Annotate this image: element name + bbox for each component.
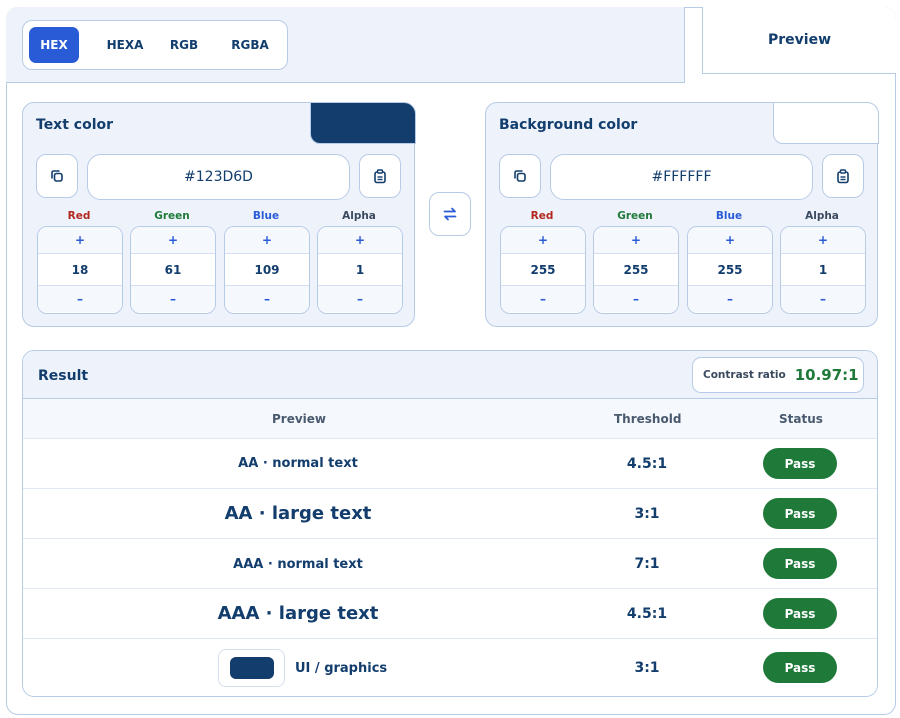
clipboard-icon xyxy=(837,168,849,183)
bg-green-value[interactable]: 255 xyxy=(594,253,678,286)
preview-tab[interactable]: Preview xyxy=(702,7,896,74)
row-threshold: 4.5:1 xyxy=(626,606,668,622)
format-hexa-button[interactable]: HEXA xyxy=(106,38,144,52)
column-header-threshold: Threshold xyxy=(614,412,682,426)
format-rgb-button[interactable]: RGB xyxy=(169,38,199,52)
ui-graphics-swatch xyxy=(229,657,274,679)
text-alpha-value[interactable]: 1 xyxy=(318,253,402,286)
text-green-label: Green xyxy=(154,210,190,222)
text-alpha-stepper: + 1 – xyxy=(317,226,403,314)
decrement-button[interactable]: – xyxy=(781,286,865,312)
background-color-title: Background color xyxy=(499,117,638,133)
row-preview-text: AAA · normal text xyxy=(233,557,363,572)
bg-red-value[interactable]: 255 xyxy=(501,253,585,286)
text-blue-label: Blue xyxy=(252,210,280,222)
text-red-value[interactable]: 18 xyxy=(38,253,122,286)
table-row: AA · normal text 4.5:1 Pass xyxy=(23,438,877,488)
text-blue-value[interactable]: 109 xyxy=(225,253,309,286)
contrast-ratio-label: Contrast ratio xyxy=(703,369,786,381)
increment-button[interactable]: + xyxy=(225,227,309,253)
background-color-panel: Background color Red Green Blue Alpha + … xyxy=(485,101,879,327)
row-preview-text: AA · large text xyxy=(224,503,372,524)
result-header: Result Contrast ratio 10.97:1 xyxy=(23,351,877,399)
status-badge: Pass xyxy=(763,652,837,683)
table-row: AAA · large text 4.5:1 Pass xyxy=(23,588,877,638)
status-badge: Pass xyxy=(763,448,837,479)
result-panel: Result Contrast ratio 10.97:1 Preview Th… xyxy=(22,350,878,697)
increment-button[interactable]: + xyxy=(781,227,865,253)
table-header: Preview Threshold Status xyxy=(23,399,877,438)
contrast-ratio-badge: Contrast ratio 10.97:1 xyxy=(692,357,864,393)
column-header-preview: Preview xyxy=(272,412,327,426)
bg-blue-label: Blue xyxy=(715,210,743,222)
decrement-button[interactable]: – xyxy=(688,286,772,312)
copy-background-color-button[interactable] xyxy=(499,154,541,198)
text-red-label: Red xyxy=(67,210,91,222)
decrement-button[interactable]: – xyxy=(225,286,309,312)
clipboard-icon xyxy=(374,168,386,183)
bg-red-label: Red xyxy=(530,210,554,222)
status-badge: Pass xyxy=(763,598,837,629)
row-preview-text: UI / graphics xyxy=(295,661,388,676)
decrement-button[interactable]: – xyxy=(501,286,585,312)
text-color-swatch[interactable] xyxy=(309,101,416,144)
copy-icon xyxy=(51,170,63,182)
decrement-button[interactable]: – xyxy=(38,286,122,312)
row-preview-text: AAA · large text xyxy=(217,603,379,624)
row-threshold: 7:1 xyxy=(634,556,660,572)
status-badge: Pass xyxy=(763,548,837,579)
format-toolbar: HEX HEXA RGB RGBA xyxy=(6,7,685,83)
text-color-panel: Text color Red Green Blue Alpha + 18 – +… xyxy=(22,101,416,327)
copy-text-color-button[interactable] xyxy=(36,154,78,198)
row-threshold: 4.5:1 xyxy=(626,456,668,472)
text-color-title: Text color xyxy=(36,117,114,133)
text-green-value[interactable]: 61 xyxy=(131,253,215,286)
ui-graphics-swatch-box xyxy=(218,649,285,687)
increment-button[interactable]: + xyxy=(318,227,402,253)
bg-alpha-stepper: + 1 – xyxy=(780,226,866,314)
result-title: Result xyxy=(38,368,89,384)
decrement-button[interactable]: – xyxy=(318,286,402,312)
bg-blue-value[interactable]: 255 xyxy=(688,253,772,286)
text-color-hex-input[interactable] xyxy=(87,154,350,200)
paste-text-color-button[interactable] xyxy=(359,154,401,198)
table-row: AAA · normal text 7:1 Pass xyxy=(23,538,877,588)
text-red-stepper: + 18 – xyxy=(37,226,123,314)
increment-button[interactable]: + xyxy=(594,227,678,253)
background-color-hex-input[interactable] xyxy=(550,154,813,200)
row-preview-text: AA · normal text xyxy=(238,456,358,471)
bg-green-label: Green xyxy=(617,210,653,222)
increment-button[interactable]: + xyxy=(501,227,585,253)
format-rgba-button[interactable]: RGBA xyxy=(231,38,269,52)
table-row: AA · large text 3:1 Pass xyxy=(23,488,877,538)
column-header-status: Status xyxy=(779,412,823,426)
format-segmented-control: HEX HEXA RGB RGBA xyxy=(22,20,288,70)
background-color-swatch[interactable] xyxy=(772,101,879,144)
bg-alpha-label: Alpha xyxy=(805,210,839,222)
contrast-ratio-value: 10.97:1 xyxy=(794,366,859,384)
text-alpha-label: Alpha xyxy=(342,210,376,222)
copy-icon xyxy=(514,170,526,182)
text-blue-stepper: + 109 – xyxy=(224,226,310,314)
increment-button[interactable]: + xyxy=(688,227,772,253)
paste-background-color-button[interactable] xyxy=(822,154,864,198)
row-threshold: 3:1 xyxy=(634,506,660,522)
swap-icon xyxy=(443,207,457,221)
text-green-stepper: + 61 – xyxy=(130,226,216,314)
status-badge: Pass xyxy=(763,498,837,529)
bg-blue-stepper: + 255 – xyxy=(687,226,773,314)
format-hex-button[interactable]: HEX xyxy=(29,27,79,63)
decrement-button[interactable]: – xyxy=(131,286,215,312)
bg-green-stepper: + 255 – xyxy=(593,226,679,314)
table-row: UI / graphics 3:1 Pass xyxy=(23,638,877,696)
swap-colors-button[interactable] xyxy=(429,192,471,236)
bg-alpha-value[interactable]: 1 xyxy=(781,253,865,286)
decrement-button[interactable]: – xyxy=(594,286,678,312)
bg-red-stepper: + 255 – xyxy=(500,226,586,314)
increment-button[interactable]: + xyxy=(131,227,215,253)
increment-button[interactable]: + xyxy=(38,227,122,253)
row-threshold: 3:1 xyxy=(634,660,660,676)
